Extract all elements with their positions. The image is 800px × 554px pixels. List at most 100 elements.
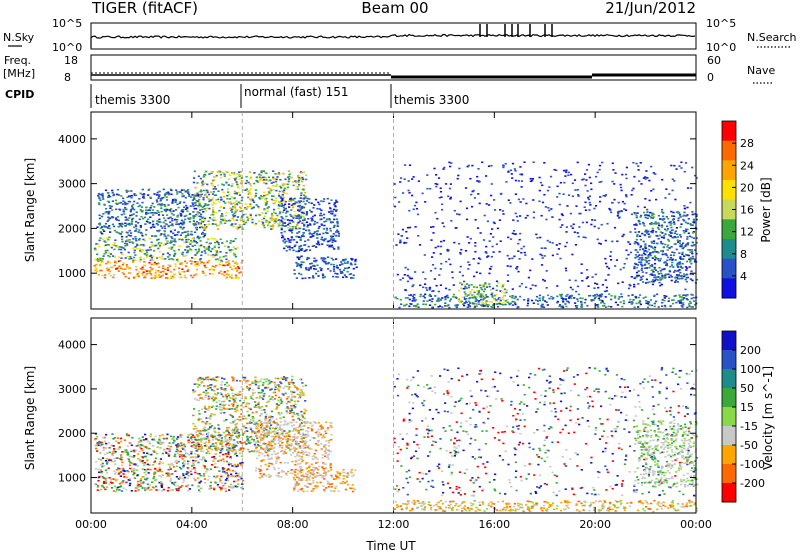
range-gate-cell <box>555 244 558 246</box>
range-gate-cell <box>141 436 144 438</box>
range-gate-cell <box>492 287 495 290</box>
range-gate-cell <box>335 258 338 260</box>
range-gate-cell <box>693 221 696 224</box>
range-gate-cell <box>103 203 106 206</box>
range-gate-cell <box>235 192 238 195</box>
range-gate-cell <box>158 244 162 247</box>
range-gate-cell <box>302 206 306 209</box>
range-gate-cell <box>518 215 522 217</box>
range-gate-cell <box>676 262 679 265</box>
range-gate-cell <box>137 457 140 460</box>
range-gate-cell <box>460 300 463 303</box>
range-gate-cell <box>140 478 143 480</box>
range-gate-cell <box>577 194 580 196</box>
range-gate-cell <box>132 213 135 215</box>
range-gate-cell <box>191 194 194 196</box>
range-gate-cell <box>480 296 483 298</box>
range-gate-cell <box>113 460 116 463</box>
range-gate-cell <box>262 224 265 227</box>
range-gate-cell <box>684 294 687 296</box>
range-gate-cell <box>179 234 182 236</box>
range-gate-cell <box>520 247 523 250</box>
range-gate-cell <box>227 450 230 452</box>
range-gate-cell <box>220 205 223 208</box>
range-gate-cell <box>637 296 640 299</box>
range-gate-cell <box>487 165 491 167</box>
range-gate-cell <box>506 299 509 301</box>
range-gate-cell <box>695 241 698 244</box>
range-gate-cell <box>144 433 147 436</box>
range-gate-cell <box>169 216 172 219</box>
range-gate-cell <box>183 460 186 462</box>
range-gate-cell <box>631 189 634 192</box>
range-gate-cell <box>129 461 132 464</box>
range-gate-cell <box>241 186 244 188</box>
range-gate-cell <box>197 489 201 491</box>
range-gate-cell <box>332 233 335 235</box>
range-gate-cell <box>306 197 309 200</box>
range-gate-cell <box>526 304 529 307</box>
range-gate-cell <box>119 458 122 460</box>
range-gate-cell <box>330 257 333 260</box>
range-gate-cell <box>245 382 248 384</box>
range-gate-cell <box>660 236 663 239</box>
range-gate-cell <box>447 195 450 198</box>
range-gate-cell <box>141 201 144 204</box>
range-gate-cell <box>96 442 99 444</box>
range-gate-cell <box>152 245 155 247</box>
range-gate-cell <box>100 260 104 262</box>
range-gate-cell <box>131 436 134 439</box>
range-gate-cell <box>632 187 635 190</box>
range-gate-cell <box>608 293 611 295</box>
range-gate-cell <box>235 191 238 194</box>
range-gate-cell <box>166 252 169 254</box>
range-gate-cell <box>145 220 148 223</box>
freq-label-2: [MHz] <box>3 67 35 80</box>
range-gate-cell <box>447 304 450 306</box>
range-gate-cell <box>663 276 666 278</box>
range-gate-cell <box>256 180 259 182</box>
range-gate-cell <box>329 207 332 210</box>
range-gate-cell <box>304 277 307 279</box>
range-gate-cell <box>276 219 279 222</box>
range-gate-cell <box>126 238 129 241</box>
range-gate-cell <box>162 258 165 260</box>
range-gate-cell <box>337 235 340 237</box>
range-gate-cell <box>166 242 169 244</box>
range-gate-cell <box>635 238 638 241</box>
range-gate-cell <box>596 283 599 285</box>
range-gate-cell <box>126 231 129 234</box>
range-gate-cell <box>187 484 190 486</box>
range-gate-cell <box>139 256 142 259</box>
range-gate-cell <box>636 205 640 208</box>
range-gate-cell <box>645 272 648 274</box>
range-gate-cell <box>96 489 99 491</box>
range-gate-cell <box>636 235 639 238</box>
range-gate-cell <box>241 461 244 464</box>
range-gate-cell <box>621 305 624 308</box>
range-gate-cell <box>673 251 676 254</box>
range-gate-cell <box>151 259 154 261</box>
range-gate-cell <box>677 212 680 214</box>
range-gate-cell <box>124 206 127 209</box>
range-gate-cell <box>227 188 230 190</box>
range-gate-cell <box>559 226 562 228</box>
range-gate-cell <box>240 207 243 209</box>
range-gate-cell <box>598 181 601 183</box>
range-gate-cell <box>159 461 162 463</box>
range-gate-cell <box>459 252 462 254</box>
range-gate-cell <box>650 223 653 226</box>
range-gate-cell <box>267 191 271 193</box>
range-gate-cell <box>617 298 620 300</box>
range-gate-cell <box>218 434 221 436</box>
range-gate-cell <box>282 172 285 175</box>
range-gate-cell <box>661 276 664 278</box>
range-gate-cell <box>333 202 336 204</box>
range-gate-cell <box>579 212 582 215</box>
range-gate-cell <box>202 246 206 248</box>
range-gate-cell <box>644 230 647 233</box>
range-gate-cell <box>145 212 148 215</box>
range-gate-cell <box>291 226 294 228</box>
range-gate-cell <box>164 205 167 208</box>
range-gate-cell <box>131 207 134 209</box>
